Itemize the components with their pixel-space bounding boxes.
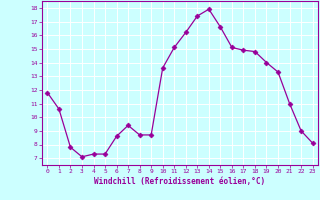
X-axis label: Windchill (Refroidissement éolien,°C): Windchill (Refroidissement éolien,°C) bbox=[94, 177, 266, 186]
